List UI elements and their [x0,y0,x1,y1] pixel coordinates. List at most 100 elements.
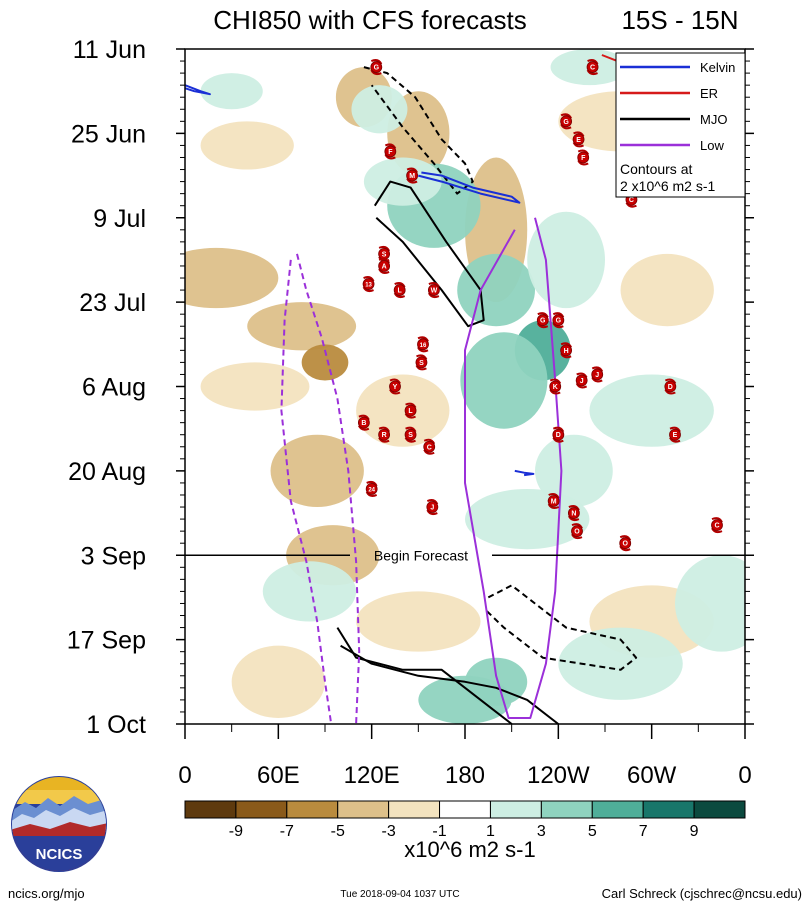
storm-swirl [365,480,378,497]
storm-marker-10: Y [389,378,401,395]
storm-swirl [378,426,391,443]
colorbar-tick-label: 3 [537,823,546,840]
storm-label: L [408,408,413,415]
storm-marker-30: O [619,535,632,552]
storm-label: A [382,263,387,270]
storm-swirl [423,438,436,455]
storm-label: G [556,318,562,325]
storm-marker-19: G [552,312,565,329]
storm-marker-12: B [357,414,370,431]
storm-swirl [547,493,560,509]
colorbar: -9 -7 -5 -3 -1 1 3 5 7 9 [184,800,746,840]
colorbar-tick-label: -3 [382,823,396,840]
storm-marker-7: W [427,282,440,299]
storm-core [619,537,632,550]
colorbar-tick-label: -9 [229,823,243,840]
forecast-label: Begin Forecast [374,547,468,563]
storm-core [591,368,604,381]
colorbar-swatch-8 [591,800,644,819]
storm-core [415,356,428,369]
storm-label: E [673,432,678,439]
storm-marker-16: 24 [365,480,378,497]
storm-swirl [389,378,401,395]
storm-marker-11: L [404,402,417,419]
storm-label: F [388,149,393,156]
storm-core [423,440,436,453]
legend-note-line2: 2 x10^6 m2 s-1 [620,178,715,194]
storm-swirl [711,517,723,534]
storm-label: 16 [420,343,427,349]
anomaly-blob-24 [535,434,613,508]
y-tick-label: 11 Jun [73,36,146,64]
y-tick-label: 25 Jun [71,120,146,148]
storm-label: J [595,372,599,379]
storm-marker-31: C [711,517,723,534]
y-tick-label: 9 Jul [93,205,146,233]
mjo-contour-2 [340,644,559,724]
legend-box [615,52,746,198]
storm-label: H [564,348,569,355]
storm-label: B [361,420,366,427]
storm-swirl [560,113,573,130]
storm-label: G [374,65,380,72]
storm-label: G [540,318,546,325]
storm-swirl [591,366,604,383]
chart-title: CHI850 with CFS forecasts [213,5,527,35]
x-axis: 0 60E 120E 180 120W 60W 0 [178,724,752,789]
colorbar-swatch-9 [642,800,695,819]
anomaly-blob-22 [460,332,548,429]
colorbar-label: x10^6 m2 s-1 [404,837,535,862]
storm-label: M [551,499,557,506]
storm-marker-9: S [415,354,428,371]
storm-marker-13: R [378,426,391,443]
storm-swirl [619,535,632,552]
footer-left-text[interactable]: ncics.org/mjo [8,886,85,901]
storm-label: F [581,155,586,162]
storm-marker-15: C [423,438,436,455]
storm-core [389,380,401,393]
storm-core [362,278,375,290]
low-contour-12 [280,259,333,724]
storm-label: E [576,137,581,144]
storm-swirl [575,372,588,389]
colorbar-tick-label: 7 [639,823,648,840]
storm-marker-23: J [591,366,604,383]
anomaly-blob-25 [589,374,714,447]
storm-marker-24: D [664,378,677,395]
y-tick-label: 17 Sep [67,627,146,655]
storm-marker-17: J [426,499,439,516]
storm-core [572,133,585,146]
storm-marker-28: N [567,505,580,522]
y-tick-label: 23 Jul [79,289,146,317]
x-tick-label: 120W [527,762,590,789]
storm-marker-29: O [571,523,583,540]
storm-swirl [577,149,590,166]
storm-marker-33: G [560,113,573,130]
colorbar-swatch-10 [693,800,746,819]
colorbar-swatch-0 [184,800,237,819]
storm-core [711,519,723,532]
storm-marker-34: E [572,131,585,148]
colorbar-swatch-5 [439,800,491,819]
storm-label: N [571,511,576,518]
anomaly-blob-4 [247,302,357,351]
storm-label: W [431,288,438,295]
anomaly-blob-15 [356,374,450,447]
y-tick-label: 6 Aug [82,374,146,402]
logo-text: NCICS [36,846,83,863]
x-tick-label: 120E [344,762,400,789]
storm-core [547,495,560,507]
storm-swirl [549,378,562,395]
footer-link[interactable]: ncics.org/mjo [8,886,85,901]
mjo-contour-0 [373,180,485,328]
storm-core [586,61,599,73]
storm-core [378,260,391,272]
storm-label: C [714,523,719,530]
kelvin-contour-7 [418,171,521,204]
storm-core [560,344,573,357]
storm-marker-6: L [393,282,406,299]
low-contour-11 [296,253,361,724]
storm-marker-27: M [547,493,560,509]
storm-marker-1: F [384,143,397,160]
